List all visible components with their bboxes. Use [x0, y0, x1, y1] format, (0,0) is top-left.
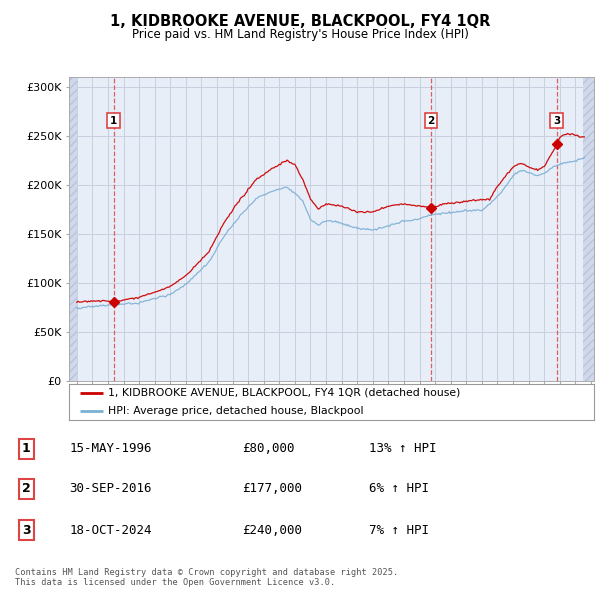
Text: 1, KIDBROOKE AVENUE, BLACKPOOL, FY4 1QR (detached house): 1, KIDBROOKE AVENUE, BLACKPOOL, FY4 1QR … [109, 388, 461, 398]
Text: £177,000: £177,000 [242, 483, 302, 496]
Text: Price paid vs. HM Land Registry's House Price Index (HPI): Price paid vs. HM Land Registry's House … [131, 28, 469, 41]
Text: 6% ↑ HPI: 6% ↑ HPI [369, 483, 429, 496]
Text: 18-OCT-2024: 18-OCT-2024 [70, 523, 152, 536]
Text: 3: 3 [553, 116, 560, 126]
Text: £80,000: £80,000 [242, 442, 295, 455]
Text: 7% ↑ HPI: 7% ↑ HPI [369, 523, 429, 536]
Text: 1: 1 [22, 442, 31, 455]
Text: 1, KIDBROOKE AVENUE, BLACKPOOL, FY4 1QR: 1, KIDBROOKE AVENUE, BLACKPOOL, FY4 1QR [110, 14, 490, 30]
Text: 1: 1 [110, 116, 118, 126]
Text: Contains HM Land Registry data © Crown copyright and database right 2025.
This d: Contains HM Land Registry data © Crown c… [15, 568, 398, 587]
Text: 13% ↑ HPI: 13% ↑ HPI [369, 442, 437, 455]
Bar [583, 77, 594, 381]
Text: 2: 2 [428, 116, 435, 126]
Text: HPI: Average price, detached house, Blackpool: HPI: Average price, detached house, Blac… [109, 406, 364, 416]
Text: 30-SEP-2016: 30-SEP-2016 [70, 483, 152, 496]
Text: £240,000: £240,000 [242, 523, 302, 536]
Text: 2: 2 [22, 483, 31, 496]
Text: 3: 3 [22, 523, 31, 536]
Text: 15-MAY-1996: 15-MAY-1996 [70, 442, 152, 455]
Bar [69, 77, 77, 381]
